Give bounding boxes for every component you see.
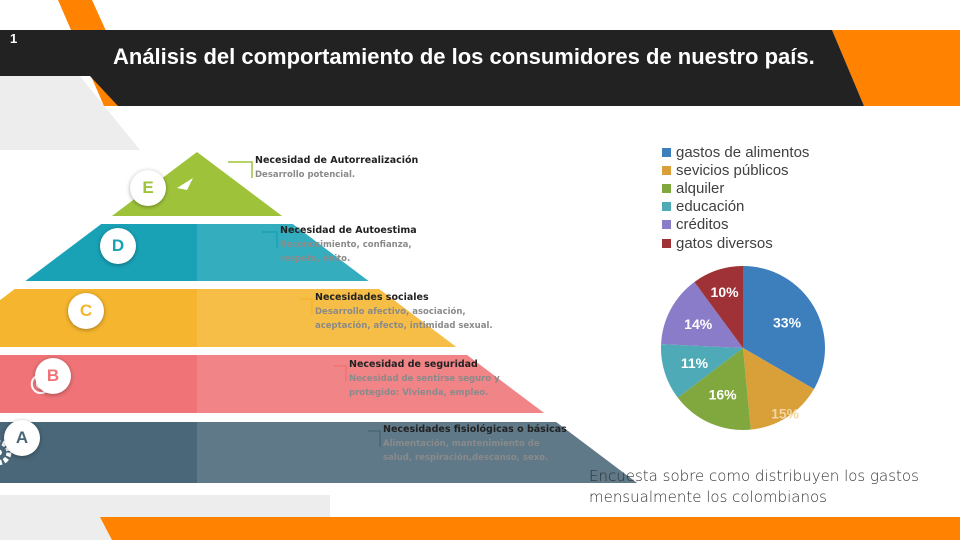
level-connector-line bbox=[334, 365, 347, 382]
level-letter-d: D bbox=[100, 228, 136, 264]
legend-swatch bbox=[662, 165, 671, 175]
slide-number: 1 bbox=[10, 31, 18, 46]
pie-slice bbox=[743, 348, 815, 430]
level-d-title: Necesidad de Autoestima bbox=[280, 225, 417, 236]
legend-label: sevicios públicos bbox=[676, 161, 789, 179]
illustration-panel bbox=[197, 422, 638, 483]
level-letter-e: E bbox=[130, 170, 166, 206]
pyramid-level-a bbox=[0, 422, 638, 483]
level-b-desc-line: protegido: Vivienda, empleo. bbox=[349, 388, 489, 398]
pie-data-label: 33% bbox=[773, 315, 802, 331]
legend-swatch bbox=[662, 183, 671, 193]
level-c-desc: Desarrollo afectivo, asociación, aceptac… bbox=[315, 305, 493, 333]
level-e-desc-line: Desarrollo potencial. bbox=[255, 170, 356, 180]
header-orange-accent-right bbox=[832, 30, 960, 106]
legend-label: gatos diversos bbox=[676, 234, 773, 252]
legend-swatch bbox=[662, 220, 671, 230]
legend-item: gatos diversos bbox=[662, 234, 809, 252]
legend-swatch bbox=[662, 202, 671, 212]
legend-item: gastos de alimentos bbox=[662, 143, 809, 161]
illustration-panel bbox=[197, 289, 457, 347]
legend-label: gastos de alimentos bbox=[676, 143, 810, 161]
slide-title: Análisis del comportamiento de los consu… bbox=[113, 44, 815, 69]
level-c-desc-line: aceptación, afecto, intimidad sexual. bbox=[315, 321, 493, 331]
level-connector-line bbox=[228, 161, 253, 178]
legend-label: créditos bbox=[676, 216, 729, 234]
pyramid-level-b bbox=[0, 355, 545, 413]
pie-chart: 33% 15% 16%11% 14% 10% bbox=[661, 266, 826, 430]
legend-item: alquiler bbox=[662, 179, 809, 197]
legend-label: alquiler bbox=[676, 179, 725, 197]
level-letter-a: A bbox=[4, 420, 40, 456]
pyramid-level-c bbox=[0, 289, 457, 347]
level-a-desc: Alimentación, mantenimiento de salud, re… bbox=[383, 437, 548, 465]
pie-slice bbox=[677, 348, 751, 430]
legend-swatch bbox=[662, 147, 671, 157]
pie-slice bbox=[743, 266, 826, 389]
level-a-title: Necesidades fisiológicas o básicas bbox=[383, 424, 567, 435]
header-dark-main bbox=[0, 30, 864, 106]
level-d-desc-line: Reconocimiento, confianza, bbox=[280, 240, 412, 250]
level-connector-line bbox=[262, 231, 278, 248]
level-d-desc: Reconocimiento, confianza, respeto, éxit… bbox=[280, 238, 412, 266]
level-connector-line bbox=[300, 298, 313, 315]
legend-item: créditos bbox=[662, 216, 809, 234]
level-a-desc-line: salud, respiración,descanso, sexo. bbox=[383, 453, 549, 463]
illustration-panel bbox=[197, 355, 545, 413]
pie-data-label: 16% bbox=[709, 387, 738, 403]
header-gray-wedge bbox=[0, 76, 140, 150]
pie-data-label: 15% bbox=[771, 406, 800, 422]
pie-slice bbox=[661, 344, 743, 398]
gear-icon bbox=[0, 440, 12, 465]
level-letter-c: C bbox=[68, 293, 104, 329]
pie-data-label: 14% bbox=[684, 316, 713, 332]
level-e-title: Necesidad de Autorrealización bbox=[255, 155, 419, 166]
level-connector-line bbox=[368, 430, 381, 447]
level-b-title: Necesidad de seguridad bbox=[349, 359, 478, 370]
level-b-desc-line: Necesidad de sentirse seguro y bbox=[349, 374, 500, 384]
legend-item: educación bbox=[662, 198, 809, 216]
legend-label: educación bbox=[676, 198, 745, 216]
paper-plane-icon bbox=[177, 178, 193, 190]
footer-orange-band bbox=[100, 517, 960, 540]
illustration-panel bbox=[197, 224, 369, 281]
legend-item: sevicios públicos bbox=[662, 161, 809, 179]
level-c-desc-line: Desarrollo afectivo, asociación, bbox=[315, 307, 466, 317]
pie-slice bbox=[694, 266, 743, 348]
level-e-desc: Desarrollo potencial. bbox=[255, 168, 355, 182]
level-d-desc-line: respeto, éxito. bbox=[280, 254, 351, 264]
level-a-desc-line: Alimentación, mantenimiento de bbox=[383, 439, 540, 449]
pie-data-label: 11% bbox=[681, 355, 709, 371]
chart-legend: gastos de alimentos sevicios públicos al… bbox=[662, 143, 809, 252]
level-b-desc: Necesidad de sentirse seguro y protegido… bbox=[349, 372, 500, 400]
level-c-title: Necesidades sociales bbox=[315, 292, 429, 303]
level-letter-b: B bbox=[35, 358, 71, 394]
pie-slice bbox=[661, 281, 743, 348]
pie-data-label: 10% bbox=[711, 284, 740, 300]
legend-swatch bbox=[662, 238, 671, 248]
caption-line: Encuesta sobre como distribuyen los gast… bbox=[589, 467, 919, 485]
caption-line: mensualmente los colombianos bbox=[589, 488, 827, 506]
chart-caption: Encuesta sobre como distribuyen los gast… bbox=[589, 466, 919, 508]
